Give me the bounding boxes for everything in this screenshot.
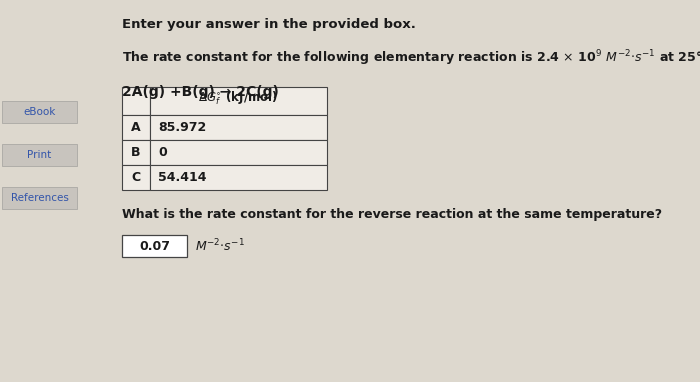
Text: B: B bbox=[132, 146, 141, 159]
Bar bbox=[150, 140, 327, 165]
Bar bbox=[2, 101, 77, 123]
Bar bbox=[122, 140, 150, 165]
Text: What is the rate constant for the reverse reaction at the same temperature?: What is the rate constant for the revers… bbox=[122, 208, 662, 221]
Text: 0.07: 0.07 bbox=[139, 240, 170, 253]
Text: eBook: eBook bbox=[23, 107, 56, 117]
Bar bbox=[150, 115, 327, 140]
Text: 54.414: 54.414 bbox=[158, 171, 206, 184]
Bar bbox=[150, 87, 327, 115]
Text: Print: Print bbox=[27, 150, 52, 160]
Bar bbox=[122, 235, 187, 257]
Text: 85.972: 85.972 bbox=[158, 121, 206, 134]
Text: The rate constant for the following elementary reaction is 2.4 $\times$ 10$^{9}$: The rate constant for the following elem… bbox=[122, 48, 700, 68]
Text: 2A(g) +B(g) → 2C(g): 2A(g) +B(g) → 2C(g) bbox=[122, 85, 279, 99]
Bar bbox=[2, 187, 77, 209]
Text: $M^{-2}{\cdot}s^{-1}$: $M^{-2}{\cdot}s^{-1}$ bbox=[195, 238, 245, 254]
Text: C: C bbox=[132, 171, 141, 184]
Text: 0: 0 bbox=[158, 146, 167, 159]
Text: References: References bbox=[10, 193, 69, 203]
Bar bbox=[122, 165, 150, 190]
Bar bbox=[2, 144, 77, 166]
Bar bbox=[122, 115, 150, 140]
Text: A: A bbox=[131, 121, 141, 134]
Bar bbox=[122, 87, 150, 115]
Text: $\Delta G^{\circ}_{f}$ (kJ/mol): $\Delta G^{\circ}_{f}$ (kJ/mol) bbox=[198, 89, 279, 107]
Bar bbox=[150, 165, 327, 190]
Text: Enter your answer in the provided box.: Enter your answer in the provided box. bbox=[122, 18, 416, 31]
